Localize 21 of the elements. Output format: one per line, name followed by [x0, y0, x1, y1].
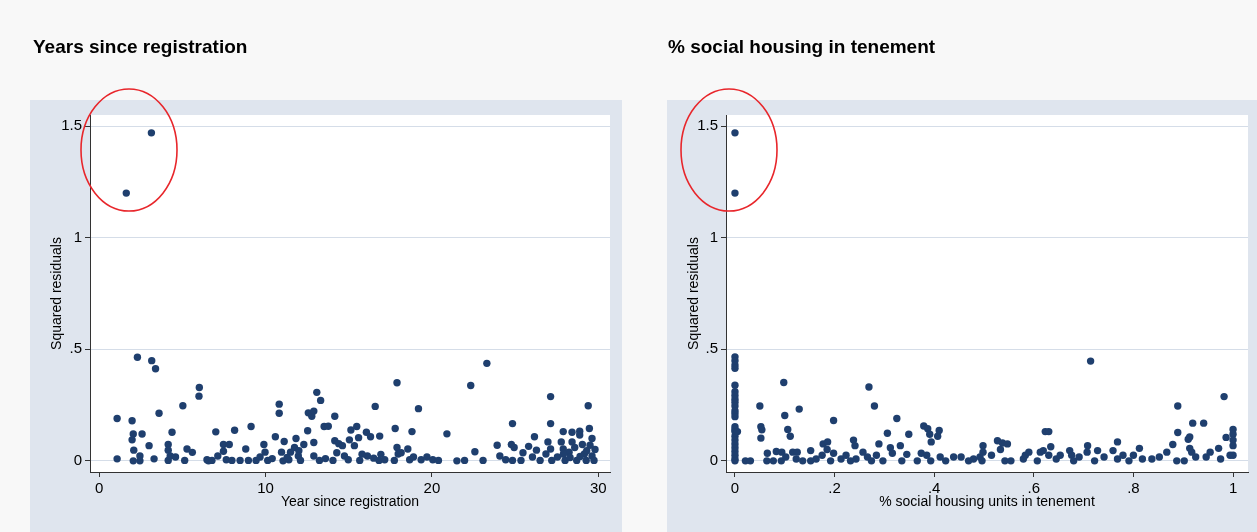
y-tick-label: 1.5 — [697, 116, 718, 134]
x-tick-label: .8 — [1127, 479, 1140, 497]
x-tick-label: 10 — [257, 479, 274, 497]
chart-title: % social housing in tenement — [668, 36, 936, 58]
x-tick-label: 30 — [590, 479, 607, 497]
x-tick-label: 1 — [1228, 479, 1238, 497]
y-tick-label: 1 — [73, 227, 82, 245]
chart-title: Years since registration — [33, 36, 248, 58]
y-tick-label: 1 — [709, 227, 718, 245]
x-tick-label: 20 — [423, 479, 441, 497]
y-axis-title: Squared residuals — [48, 237, 65, 350]
y-tick-label: .5 — [69, 339, 82, 357]
x-tick-label: .2 — [828, 479, 841, 497]
y-tick-label: 0 — [73, 450, 82, 468]
y-axis-title: Squared residuals — [685, 237, 702, 350]
y-tick-label: 0 — [709, 450, 718, 468]
y-tick-label: .5 — [705, 339, 718, 357]
x-tick-label: 0 — [730, 479, 740, 497]
x-axis-title: Year since registration — [280, 493, 420, 510]
y-tick-label: 1.5 — [61, 116, 82, 134]
x-tick-label: 0 — [94, 479, 104, 497]
